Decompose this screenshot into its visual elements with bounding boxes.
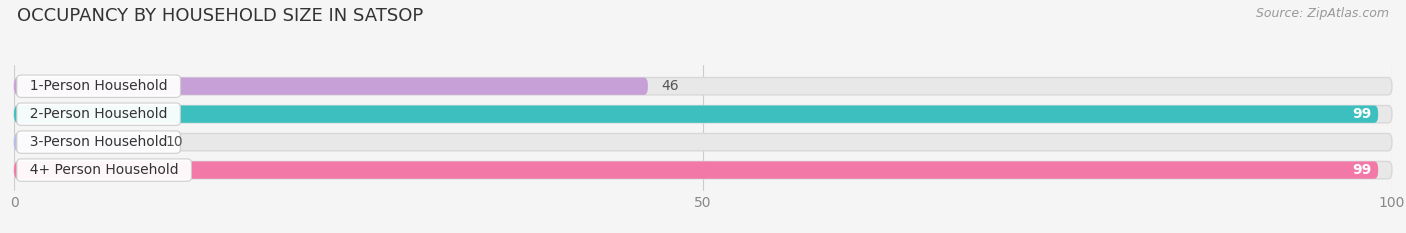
Text: 2-Person Household: 2-Person Household [21,107,176,121]
Text: 99: 99 [1353,107,1371,121]
Text: 1-Person Household: 1-Person Household [21,79,176,93]
Text: Source: ZipAtlas.com: Source: ZipAtlas.com [1256,7,1389,20]
Text: OCCUPANCY BY HOUSEHOLD SIZE IN SATSOP: OCCUPANCY BY HOUSEHOLD SIZE IN SATSOP [17,7,423,25]
Text: 3-Person Household: 3-Person Household [21,135,176,149]
FancyBboxPatch shape [14,78,1392,95]
FancyBboxPatch shape [14,161,1378,179]
Text: 99: 99 [1353,163,1371,177]
FancyBboxPatch shape [14,106,1392,123]
FancyBboxPatch shape [14,78,648,95]
Text: 10: 10 [166,135,183,149]
FancyBboxPatch shape [14,106,1378,123]
FancyBboxPatch shape [14,134,1392,151]
Text: 46: 46 [662,79,679,93]
Text: 4+ Person Household: 4+ Person Household [21,163,187,177]
FancyBboxPatch shape [14,134,152,151]
FancyBboxPatch shape [14,161,1392,179]
